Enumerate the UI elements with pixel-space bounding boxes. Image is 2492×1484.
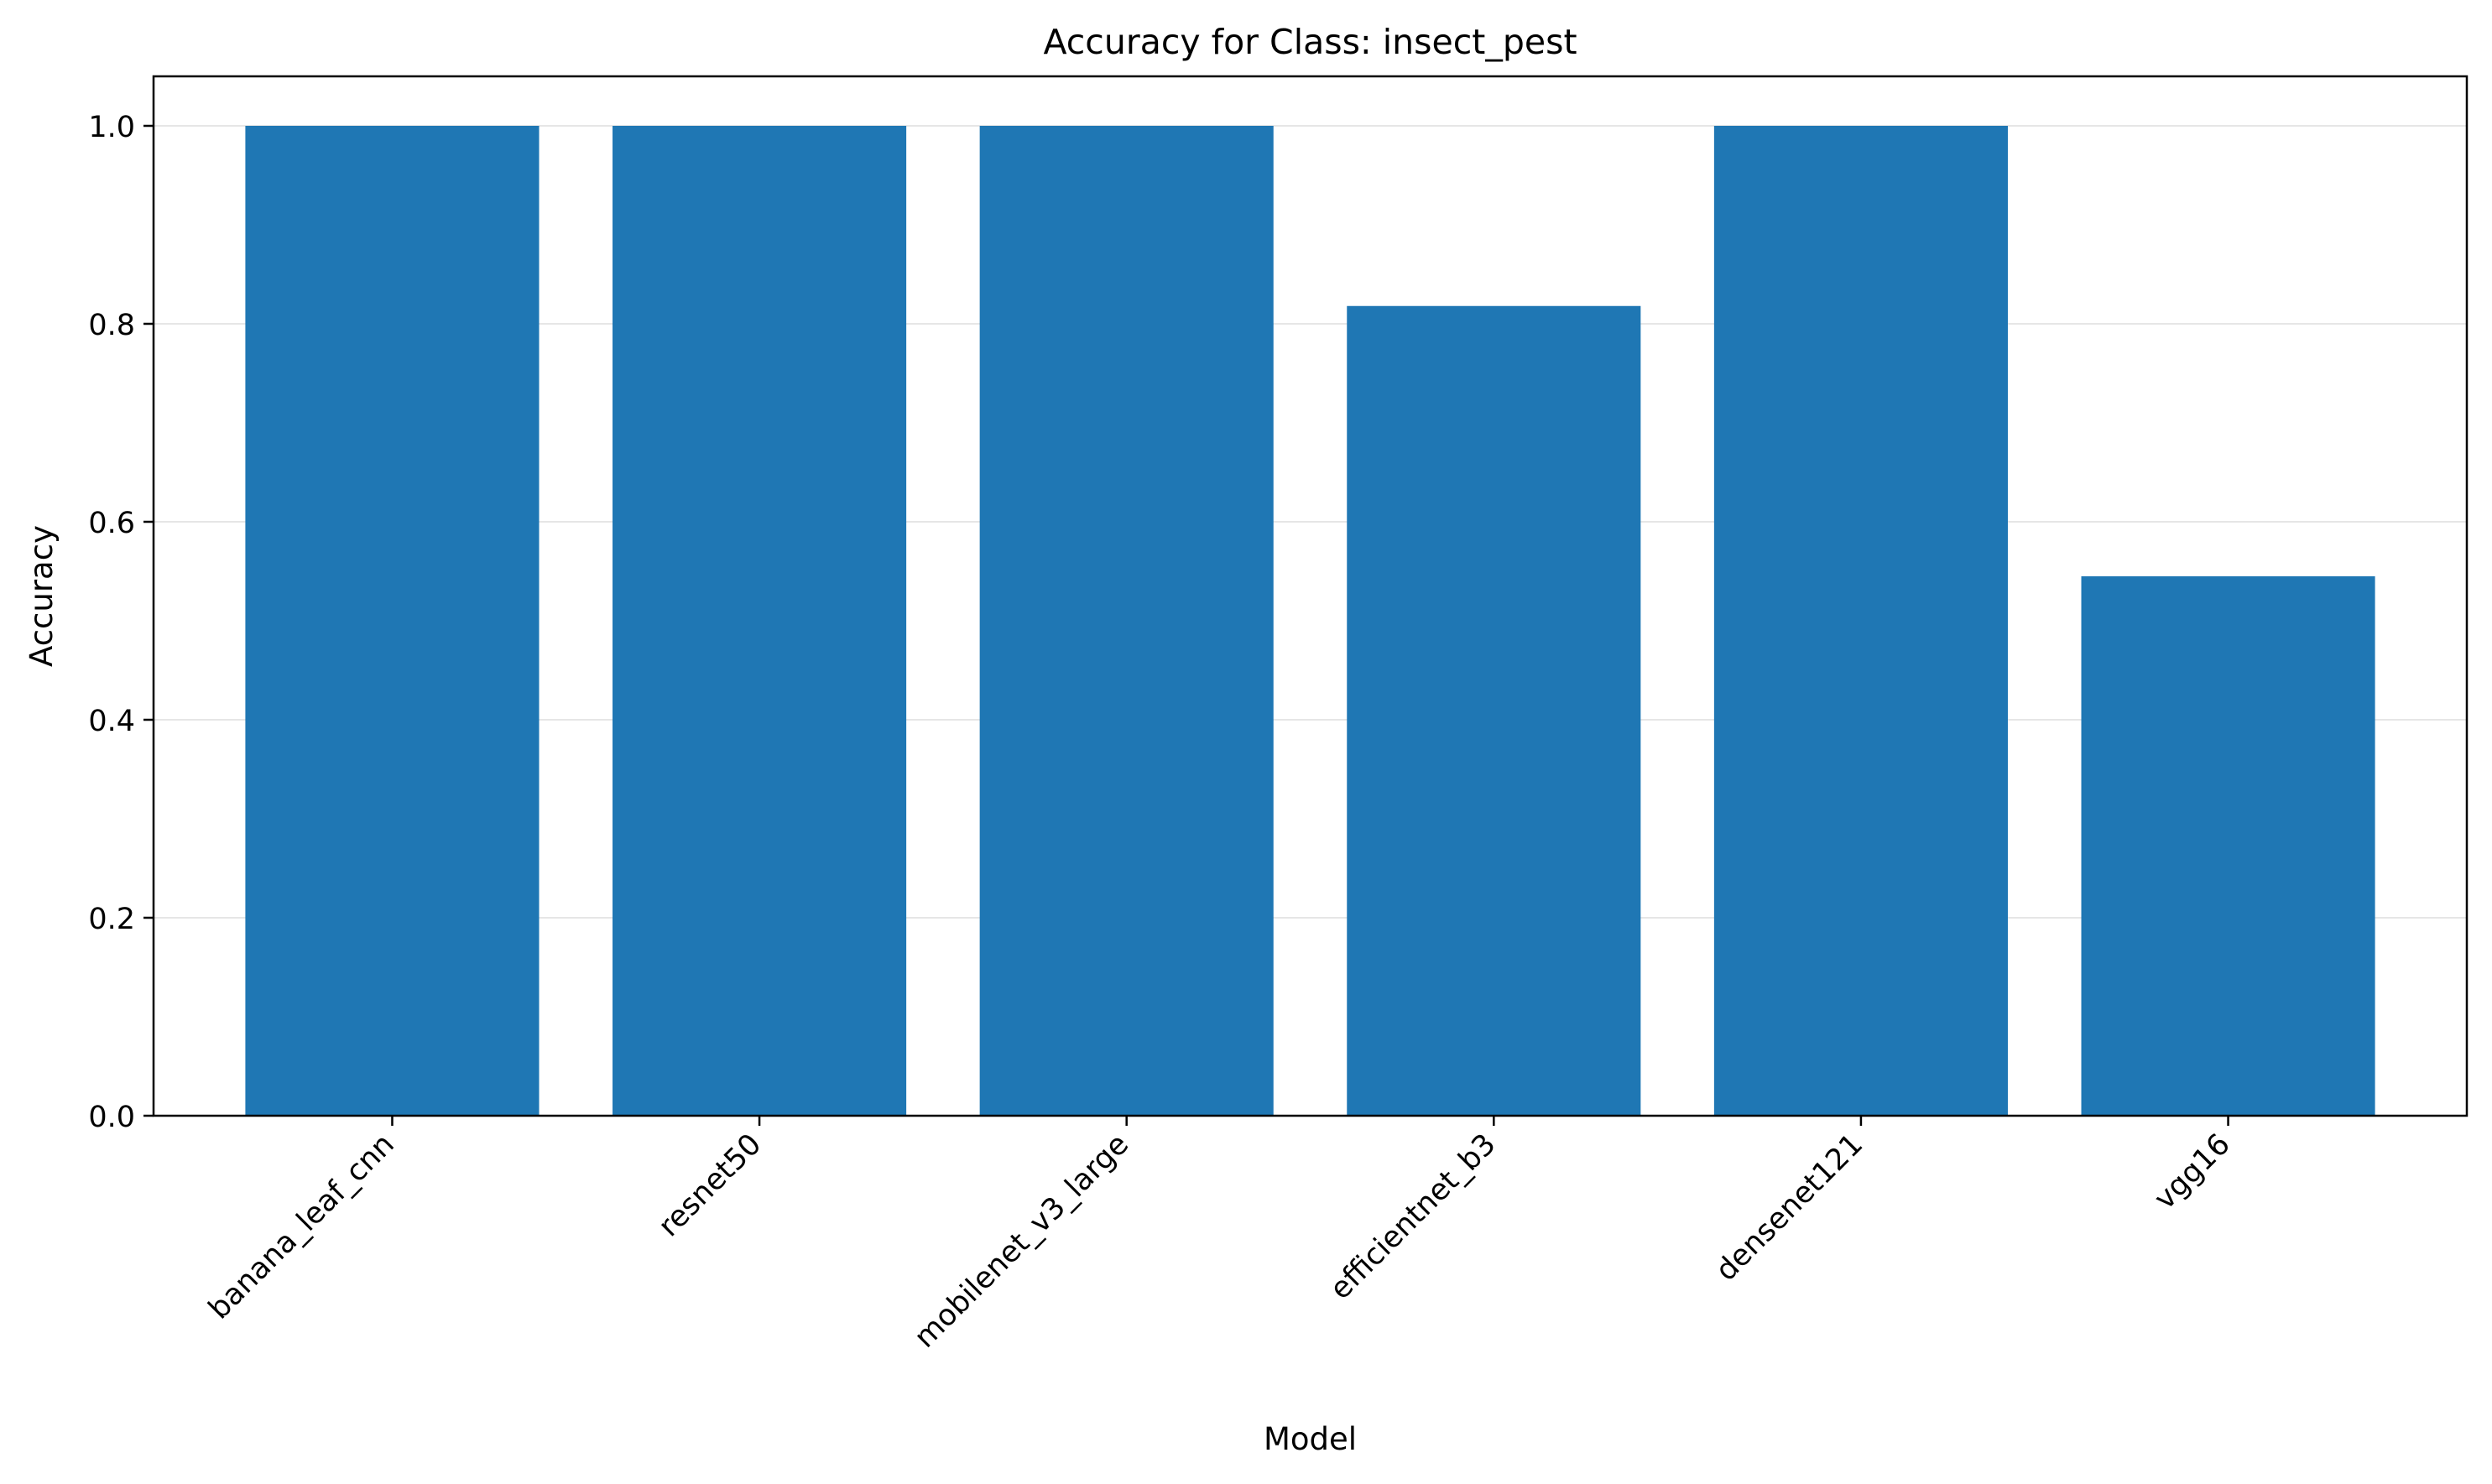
bar-banana_leaf_cnn xyxy=(245,126,540,1116)
x-tick-label: mobilenet_v3_large xyxy=(908,1127,1135,1355)
bar-resnet50 xyxy=(613,126,907,1116)
x-tick-label: efficientnet_b3 xyxy=(1324,1127,1503,1306)
x-tick-label: resnet50 xyxy=(652,1127,768,1243)
y-tick-label: 0.6 xyxy=(88,507,135,540)
chart-title: Accuracy for Class: insect_pest xyxy=(1043,22,1577,62)
plot-frame xyxy=(152,75,2469,1117)
y-axis-label: Accuracy xyxy=(23,525,60,667)
bars xyxy=(245,126,2375,1116)
bar-mobilenet_v3_large xyxy=(979,126,1274,1116)
x-tick-label: densenet121 xyxy=(1709,1127,1869,1288)
y-tick-label: 0.0 xyxy=(88,1101,135,1134)
x-axis-ticks: banana_leaf_cnn resnet50 mobilenet_v3_larg… xyxy=(202,1116,2237,1355)
y-tick-label: 0.4 xyxy=(88,705,135,738)
bar-vgg16 xyxy=(2081,575,2375,1116)
y-tick-label: 0.8 xyxy=(88,309,135,342)
bar-efficientnet_b3 xyxy=(1347,305,1641,1116)
x-tick-label: vgg16 xyxy=(2148,1127,2237,1216)
y-axis-ticks: 0.0 0.2 0.4 0.6 0.8 1.0 xyxy=(88,111,154,1134)
y-tick-label: 1.0 xyxy=(88,111,135,144)
bar-densenet121 xyxy=(1713,126,2008,1116)
x-axis-label: Model xyxy=(1264,1421,1357,1457)
x-tick-label: banana_leaf_cnn xyxy=(202,1127,401,1326)
y-tick-label: 0.2 xyxy=(88,903,135,936)
